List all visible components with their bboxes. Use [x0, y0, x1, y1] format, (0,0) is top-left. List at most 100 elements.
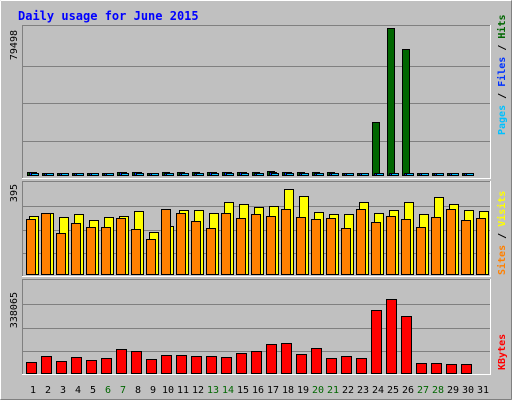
- sites-bar: [386, 216, 396, 275]
- kbytes-bar: [386, 299, 397, 374]
- pages-bar: [121, 173, 129, 176]
- kbytes-bar: [131, 351, 142, 374]
- x-tick-label: 11: [177, 385, 189, 396]
- sites-bar: [86, 227, 96, 275]
- legend-visits: Visits: [496, 191, 508, 227]
- x-tick-label: 19: [297, 385, 309, 396]
- x-tick-label: 3: [60, 385, 66, 396]
- sites-bar: [296, 217, 306, 275]
- pages-bar: [271, 173, 279, 176]
- sites-bar: [116, 218, 126, 275]
- pages-bar: [76, 173, 84, 176]
- kbytes-bar: [281, 343, 292, 374]
- pages-bar: [91, 173, 99, 176]
- pages-bar: [346, 173, 354, 176]
- pages-bar: [31, 173, 39, 176]
- sites-bar: [371, 222, 381, 275]
- x-tick-label: 31: [477, 385, 489, 396]
- pages-bar: [196, 173, 204, 176]
- legend-kbytes: KBytes: [497, 334, 508, 370]
- pages-bar: [61, 173, 69, 176]
- x-tick-label: 23: [357, 385, 369, 396]
- kbytes-bar: [416, 363, 427, 374]
- chart-title: Daily usage for June 2015: [18, 9, 199, 23]
- sites-bar: [431, 217, 441, 275]
- kbytes-bar: [56, 361, 67, 374]
- kbytes-bar: [236, 353, 247, 374]
- pages-bar: [256, 173, 264, 176]
- x-tick-label: 4: [75, 385, 81, 396]
- legend-sep: /: [497, 93, 508, 99]
- pages-bar: [421, 173, 429, 176]
- pages-bar: [391, 173, 399, 176]
- kbytes-bar: [266, 344, 277, 374]
- x-tick-label: 16: [252, 385, 264, 396]
- sites-bar: [251, 214, 261, 275]
- kbytes-bar: [146, 359, 157, 374]
- sites-bar: [101, 227, 111, 275]
- x-tick-label: 12: [192, 385, 204, 396]
- sites-bar: [41, 213, 51, 275]
- kbytes-bar: [176, 355, 187, 374]
- pages-bar: [376, 173, 384, 176]
- sites-bar: [161, 209, 171, 275]
- x-tick-label: 17: [267, 385, 279, 396]
- x-tick-label: 26: [402, 385, 414, 396]
- legend-sep: /: [497, 233, 508, 239]
- kbytes-bar: [431, 363, 442, 374]
- pages-bar: [166, 173, 174, 176]
- pages-bar: [241, 173, 249, 176]
- sites-bar: [281, 209, 291, 275]
- sites-bar: [176, 213, 186, 275]
- x-tick-label: 29: [447, 385, 459, 396]
- x-tick-label: 9: [150, 385, 156, 396]
- sites-bar: [311, 219, 321, 275]
- pages-bar: [136, 173, 144, 176]
- sites-bar: [131, 229, 141, 275]
- hits-bar: [402, 49, 410, 176]
- legend-sep: /: [497, 45, 508, 51]
- sites-bar: [446, 209, 456, 275]
- x-tick-label: 10: [162, 385, 174, 396]
- kbytes-bar: [26, 362, 37, 374]
- pages-bar: [316, 173, 324, 176]
- x-tick-label: 21: [327, 385, 339, 396]
- kbytes-bar: [371, 310, 382, 374]
- pages-bar: [181, 173, 189, 176]
- kbytes-bar: [296, 354, 307, 374]
- sites-bar: [236, 218, 246, 275]
- legend-files: Files: [496, 57, 508, 87]
- kbytes-bar: [311, 348, 322, 374]
- x-tick-label: 7: [120, 385, 126, 396]
- kbytes-bar: [461, 364, 472, 374]
- sites-bar: [146, 239, 156, 275]
- kbytes-max-label: 338065: [9, 292, 20, 328]
- x-axis-labels: 1 2 3 4 5 6 7 8 9 10 11 12 13 14 15 16 17 18 19 20 21 22 23 24 2…: [30, 385, 489, 396]
- x-tick-label: 28: [432, 385, 444, 396]
- kbytes-bar: [191, 356, 202, 374]
- pages-bar: [151, 173, 159, 176]
- pages-bar: [406, 173, 414, 176]
- sites-bar: [401, 219, 411, 275]
- kbytes-bar: [341, 356, 352, 374]
- pages-bar: [331, 173, 339, 176]
- x-tick-label: 1: [30, 385, 36, 396]
- x-tick-label: 13: [207, 385, 219, 396]
- kbytes-bar: [251, 351, 262, 374]
- pages-bar: [361, 173, 369, 176]
- legend-pages: Pages: [497, 105, 508, 135]
- kbytes-bar: [101, 358, 112, 374]
- pages-bar: [286, 173, 294, 176]
- kbytes-panel-legend: KBytes: [497, 334, 508, 370]
- sites-bar: [341, 228, 351, 275]
- sites-bar: [71, 223, 81, 275]
- x-tick-label: 20: [312, 385, 324, 396]
- kbytes-bar: [161, 355, 172, 374]
- sites-bar: [476, 218, 486, 275]
- kbytes-bar: [356, 358, 367, 374]
- x-tick-label: 18: [282, 385, 294, 396]
- x-tick-label: 22: [342, 385, 354, 396]
- pages-bar: [451, 173, 459, 176]
- sites-bar: [221, 213, 231, 275]
- kbytes-bar: [221, 357, 232, 374]
